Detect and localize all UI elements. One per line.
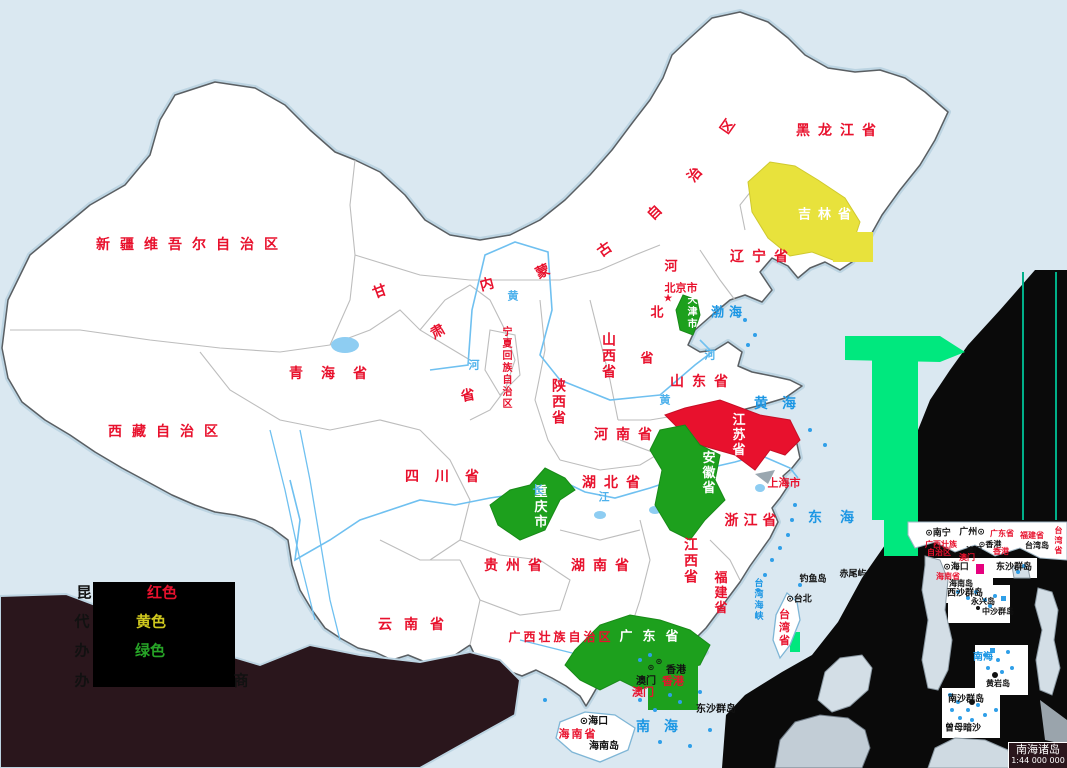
legend-black-box: [93, 582, 235, 687]
yellow-river: [429, 241, 714, 401]
right-dark-region: [722, 270, 1067, 768]
inset-title: 南海诸岛: [1016, 743, 1060, 756]
qinghai-lake: [331, 337, 359, 353]
province-borders: [10, 159, 761, 646]
taiwan-island: [772, 591, 801, 660]
hainan-island: [555, 711, 636, 763]
legend-yellow-word: 黄色: [135, 612, 167, 631]
taihu-lake: [755, 484, 765, 492]
coastal-island-dots: [543, 318, 827, 748]
southwest-rivers: [269, 429, 721, 666]
inset-island-dots: [948, 564, 1026, 722]
inset-dark-islets: [969, 606, 998, 705]
inset-scale-ratio: 1:44 000 000: [1011, 756, 1065, 765]
dongting-lake: [594, 511, 606, 519]
shanghai-pointer: [755, 470, 775, 484]
magenta-artifact: [976, 564, 984, 574]
legend-row4-suffix: 商: [233, 671, 249, 690]
province-chongqing-green: [489, 467, 576, 541]
province-anhui-green: [649, 424, 726, 541]
inset-coast-land: [907, 521, 1067, 561]
teal-boundary-lines: [1022, 272, 1057, 520]
legend-row4-prefix: 办: [74, 671, 90, 690]
jilin-yellow-artifact: [833, 232, 873, 262]
legend-red-word: 红色: [146, 583, 178, 602]
legend-row3-prefix: 办: [74, 641, 90, 660]
province-tianjin-green: [675, 294, 701, 336]
legend-row2-prefix: 代: [74, 612, 90, 631]
legend-green-word: 绿色: [134, 641, 166, 660]
inset-scale-box: 南海诸岛 1:44 000 000: [1008, 742, 1067, 768]
legend-row1-prefix: 昆: [76, 583, 92, 602]
inset-neighbor-islands: [774, 555, 1067, 768]
guangdong-green-artifact: [648, 660, 698, 710]
green-artifact-shapes: [845, 336, 965, 556]
taiwan-green-artifact: [790, 632, 800, 652]
